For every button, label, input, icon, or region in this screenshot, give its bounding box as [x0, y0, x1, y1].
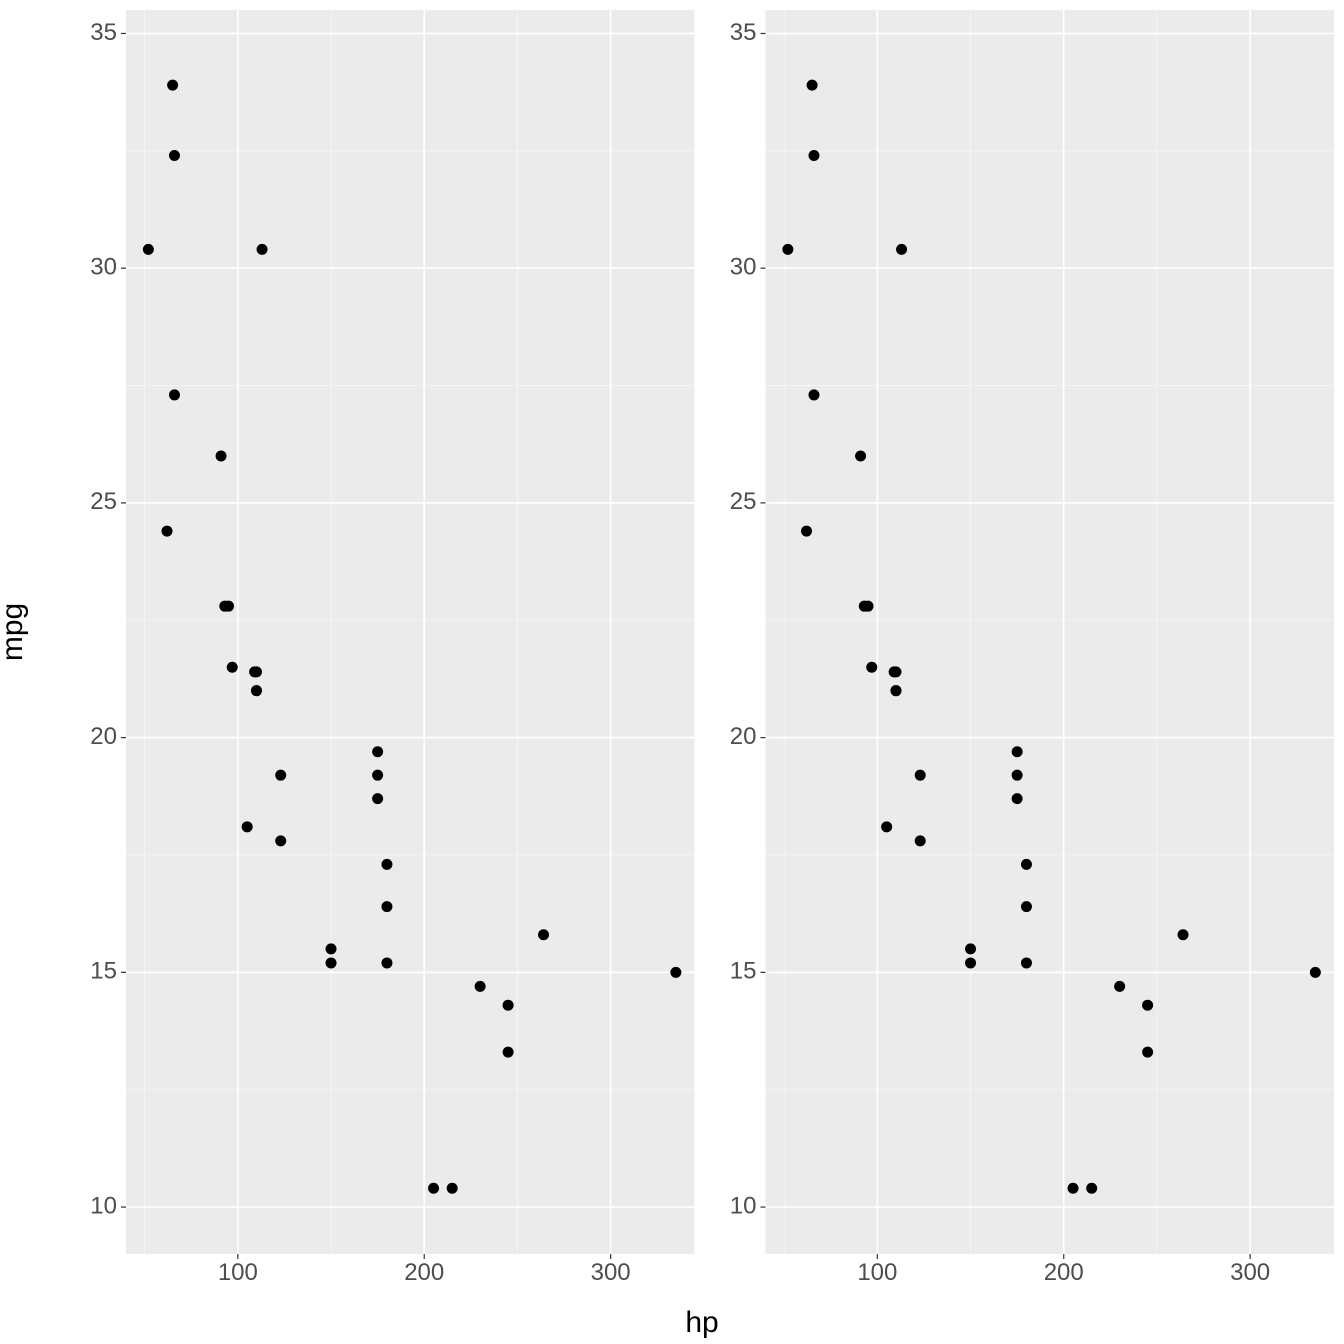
y-axis-title: mpg	[0, 603, 29, 661]
data-point	[965, 957, 976, 968]
data-point	[1021, 901, 1032, 912]
y-tick-label: 10	[730, 1192, 757, 1219]
x-tick-label: 100	[218, 1259, 258, 1286]
data-point	[162, 526, 173, 537]
data-point	[143, 244, 154, 255]
data-point	[169, 389, 180, 400]
data-point	[275, 835, 286, 846]
y-tick-label: 10	[90, 1192, 117, 1219]
y-tick-label: 25	[730, 488, 757, 515]
y-tick-label: 15	[90, 958, 117, 985]
data-point	[1310, 967, 1321, 978]
data-point	[1086, 1183, 1097, 1194]
x-tick-label: 300	[591, 1259, 631, 1286]
data-point	[257, 244, 268, 255]
x-axis-title: hp	[685, 1306, 718, 1339]
data-point	[1068, 1183, 1079, 1194]
data-point	[503, 1047, 514, 1058]
x-tick-label: 200	[1044, 1259, 1084, 1286]
data-point	[381, 859, 392, 870]
data-point	[227, 662, 238, 673]
x-tick-label: 300	[1230, 1259, 1270, 1286]
scatter-facet-chart: mpghp10152025303510020030010152025303510…	[0, 0, 1344, 1344]
data-point	[167, 80, 178, 91]
data-point	[808, 389, 819, 400]
data-point	[381, 901, 392, 912]
y-ticks: 10 15 20 25 30 35	[730, 19, 766, 1220]
data-point	[1012, 770, 1023, 781]
data-point	[782, 244, 793, 255]
data-point	[447, 1183, 458, 1194]
y-tick-label: 25	[90, 488, 117, 515]
y-tick-label: 30	[90, 254, 117, 281]
data-point	[326, 957, 337, 968]
data-point	[428, 1183, 439, 1194]
data-point	[251, 685, 262, 696]
y-ticks: 10 15 20 25 30 35	[90, 19, 126, 1220]
panel-left: 10 15 20 25 30 35 100 200 300	[90, 10, 694, 1286]
data-point	[372, 746, 383, 757]
data-point	[1142, 1000, 1153, 1011]
data-point	[381, 957, 392, 968]
data-point	[538, 929, 549, 940]
y-tick-label: 35	[90, 19, 117, 46]
y-tick-label: 20	[90, 723, 117, 750]
data-point	[670, 967, 681, 978]
data-point	[1178, 929, 1189, 940]
data-point	[915, 770, 926, 781]
x-ticks: 100 200 300	[857, 1254, 1270, 1286]
panel-right: 10 15 20 25 30 35 100 200 300	[730, 10, 1334, 1286]
data-point	[866, 662, 877, 673]
data-point	[889, 666, 900, 677]
data-point	[863, 601, 874, 612]
y-tick-label: 15	[730, 958, 757, 985]
data-point	[1021, 957, 1032, 968]
x-tick-label: 200	[404, 1259, 444, 1286]
data-point	[475, 981, 486, 992]
data-point	[1142, 1047, 1153, 1058]
data-point	[890, 685, 901, 696]
data-point	[1021, 859, 1032, 870]
data-point	[372, 793, 383, 804]
data-point	[372, 770, 383, 781]
data-point	[242, 821, 253, 832]
data-point	[1012, 746, 1023, 757]
data-point	[807, 80, 818, 91]
y-tick-label: 30	[730, 254, 757, 281]
data-point	[216, 450, 227, 461]
data-point	[249, 666, 260, 677]
data-point	[1012, 793, 1023, 804]
y-tick-label: 35	[730, 19, 757, 46]
data-point	[223, 601, 234, 612]
data-point	[503, 1000, 514, 1011]
data-point	[169, 150, 180, 161]
y-tick-label: 20	[730, 723, 757, 750]
data-point	[965, 943, 976, 954]
data-point	[881, 821, 892, 832]
data-point	[801, 526, 812, 537]
data-point	[808, 150, 819, 161]
x-tick-label: 100	[857, 1259, 897, 1286]
data-point	[1114, 981, 1125, 992]
data-point	[915, 835, 926, 846]
data-point	[275, 770, 286, 781]
data-point	[326, 943, 337, 954]
x-ticks: 100 200 300	[218, 1254, 631, 1286]
data-point	[855, 450, 866, 461]
data-point	[896, 244, 907, 255]
